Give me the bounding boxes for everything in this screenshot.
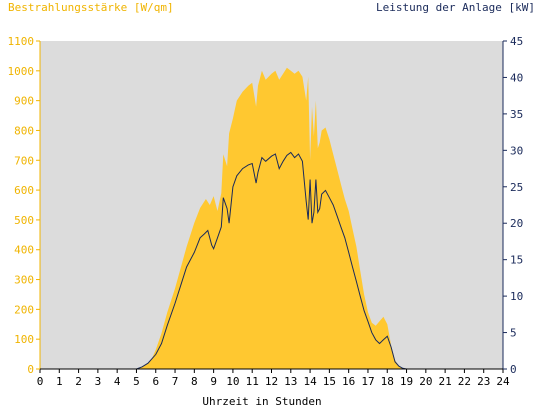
y-right-tick-label: 10 — [510, 290, 523, 303]
right-axis-title: Leistung der Anlage [kW] — [376, 1, 535, 14]
x-tick-label: 3 — [95, 375, 102, 388]
x-tick-label: 10 — [226, 375, 239, 388]
x-axis-title: Uhrzeit in Stunden — [202, 395, 321, 408]
y-left-tick-label: 1000 — [8, 65, 35, 78]
y-left-tick-label: 200 — [14, 303, 34, 316]
x-tick-label: 16 — [342, 375, 355, 388]
x-tick-label: 9 — [210, 375, 217, 388]
x-tick-label: 1 — [56, 375, 63, 388]
x-tick-label: 24 — [496, 375, 510, 388]
x-tick-label: 8 — [191, 375, 198, 388]
y-left-tick-label: 300 — [14, 274, 34, 287]
x-tick-label: 11 — [246, 375, 259, 388]
y-right-tick-label: 15 — [510, 254, 523, 267]
y-left-tick-label: 600 — [14, 184, 34, 197]
x-tick-label: 20 — [419, 375, 432, 388]
y-left-tick-label: 400 — [14, 244, 34, 257]
x-tick-label: 12 — [265, 375, 278, 388]
y-left-tick-label: 700 — [14, 154, 34, 167]
y-right-tick-label: 20 — [510, 217, 523, 230]
irradiance-area — [40, 67, 503, 370]
x-tick-label: 17 — [361, 375, 374, 388]
y-left-tick-label: 1100 — [8, 35, 35, 48]
x-tick-label: 14 — [303, 375, 317, 388]
x-tick-label: 4 — [114, 375, 121, 388]
left-axis-title: Bestrahlungsstärke [W/qm] — [8, 1, 174, 14]
y-right-tick-label: 5 — [510, 327, 517, 340]
y-left-tick-label: 0 — [27, 363, 34, 376]
y-right-tick-label: 25 — [510, 181, 523, 194]
x-tick-label: 6 — [152, 375, 159, 388]
x-tick-label: 15 — [323, 375, 336, 388]
irradiance-series — [40, 67, 503, 370]
x-tick-label: 13 — [284, 375, 297, 388]
x-tick-label: 22 — [458, 375, 471, 388]
x-tick-label: 18 — [381, 375, 394, 388]
x-tick-label: 21 — [439, 375, 452, 388]
y-left-tick-label: 900 — [14, 95, 34, 108]
y-right-tick-label: 40 — [510, 71, 523, 84]
x-tick-label: 7 — [172, 375, 179, 388]
x-tick-label: 5 — [133, 375, 140, 388]
y-left-tick-label: 100 — [14, 333, 34, 346]
y-left-tick-label: 800 — [14, 124, 34, 137]
y-right-tick-label: 45 — [510, 35, 523, 48]
y-right-tick-label: 30 — [510, 144, 523, 157]
power-line — [40, 151, 503, 370]
y-right-tick-label: 0 — [510, 363, 517, 376]
y-left-tick-label: 500 — [14, 214, 34, 227]
y-right-ticks: 0 5 10 15 20 25 30 35 40 45 — [503, 35, 523, 376]
power-series — [40, 151, 503, 370]
x-ticks: 0 1 2 3 4 5 6 7 8 9 10 11 12 13 14 15 16 17 18 19 20 21 22 23 24 — [37, 369, 510, 388]
y-right-tick-label: 35 — [510, 108, 523, 121]
x-tick-label: 0 — [37, 375, 44, 388]
x-tick-label: 19 — [400, 375, 413, 388]
y-left-ticks: 0 100 200 300 400 500 600 700 800 900 1000 1100 — [8, 35, 40, 376]
x-tick-label: 2 — [75, 375, 82, 388]
x-tick-label: 23 — [477, 375, 490, 388]
